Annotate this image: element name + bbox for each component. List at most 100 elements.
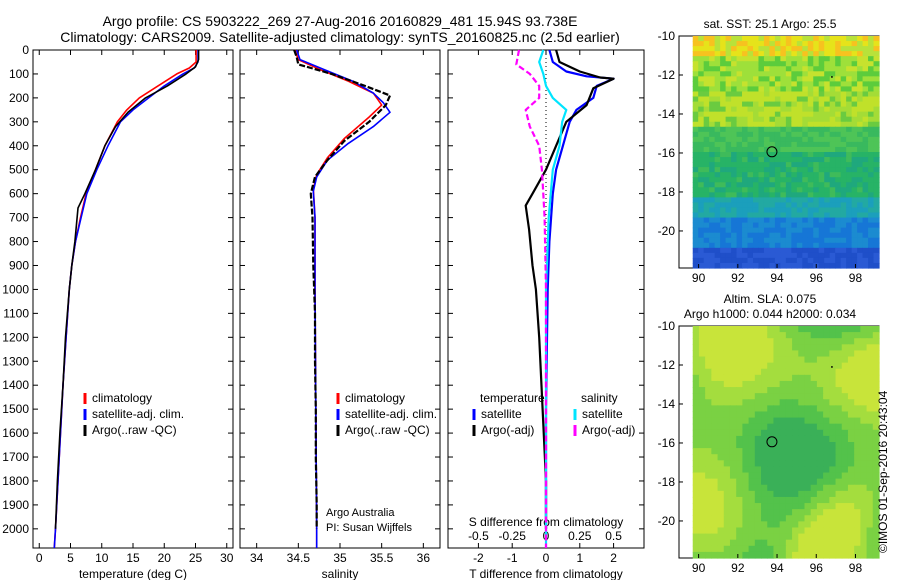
map-cell <box>742 393 750 400</box>
map-cell <box>792 454 799 461</box>
map-cell <box>709 51 716 57</box>
map-cell <box>791 252 798 259</box>
map-cell <box>866 387 874 394</box>
map-cell <box>742 81 749 88</box>
map-cell <box>763 96 771 103</box>
map-cell <box>862 182 869 188</box>
map-cell <box>816 435 824 443</box>
map-cell <box>698 91 705 98</box>
map-cell <box>824 227 831 234</box>
map-cell <box>835 111 842 118</box>
x-tick-label: 34 <box>250 551 264 565</box>
map-cell <box>835 121 842 128</box>
map-cell <box>835 212 842 219</box>
map-cell <box>767 509 775 516</box>
map-cell <box>785 61 792 67</box>
map-cell <box>829 484 837 492</box>
map-cell <box>851 91 858 98</box>
map-cell <box>779 344 787 352</box>
map-cell <box>823 496 830 504</box>
map-cell <box>854 539 861 547</box>
map-cell <box>731 46 738 52</box>
map-cell <box>847 429 855 437</box>
map-cell <box>846 131 853 138</box>
map-cell <box>818 192 825 198</box>
map-cell <box>773 405 781 413</box>
map-cell <box>742 545 750 553</box>
map-cell <box>796 96 803 103</box>
map-cell <box>857 101 864 108</box>
map-cell <box>798 338 806 345</box>
map-cell <box>798 423 806 431</box>
map-cell <box>868 197 875 204</box>
map-cell <box>857 187 864 193</box>
map-cell <box>742 237 749 244</box>
map-cell <box>835 417 843 425</box>
map-cell <box>829 242 836 249</box>
map-cell <box>692 435 700 443</box>
map-cell <box>824 152 831 158</box>
map-cell <box>773 429 781 437</box>
map-title: Argo h1000: 0.044 h2000: 0.034 <box>684 307 856 321</box>
map-cell <box>723 429 731 437</box>
map-cell <box>796 36 803 42</box>
map-cell <box>742 227 749 234</box>
map-cell <box>717 539 725 547</box>
map-cell <box>747 111 754 118</box>
map-cell <box>752 187 760 193</box>
map-cell <box>752 81 760 88</box>
map-cell <box>692 393 700 400</box>
map-cell <box>714 207 721 214</box>
map-cell <box>835 332 843 339</box>
map-cell <box>868 121 875 128</box>
map-cell <box>818 247 825 254</box>
map-cell <box>729 460 737 468</box>
map-cell <box>714 36 721 42</box>
map-cell <box>769 152 776 158</box>
map-cell <box>868 81 875 88</box>
map-cell <box>785 332 793 339</box>
map-cell <box>818 91 825 98</box>
map-cell <box>851 202 858 209</box>
map-cell <box>703 131 710 138</box>
map-cell <box>698 509 706 516</box>
map-cell <box>780 131 787 138</box>
map-cell <box>725 56 732 62</box>
map-cell <box>835 484 843 492</box>
map-cell <box>773 374 781 382</box>
map-cell <box>748 533 756 541</box>
x-tick-label: 36 <box>417 551 431 565</box>
map-cell <box>711 429 719 437</box>
map-cell <box>810 423 818 431</box>
map-cell <box>810 509 818 516</box>
map-cell <box>840 152 847 158</box>
map-cell <box>792 478 799 486</box>
map-cell <box>748 515 756 522</box>
map-cell <box>754 326 762 333</box>
map-cell <box>736 257 743 264</box>
map-cell <box>714 237 721 244</box>
map-cell <box>829 466 837 474</box>
map-cell <box>692 405 700 413</box>
map-cell <box>747 96 754 103</box>
map-cell <box>823 478 830 486</box>
map-cell <box>779 362 787 370</box>
map-cell <box>779 326 787 333</box>
map-cell <box>717 326 725 333</box>
map-cell <box>851 227 858 234</box>
map-cell <box>758 106 765 113</box>
map-cell <box>747 71 754 77</box>
map-cell <box>731 262 738 269</box>
map-cell <box>873 157 880 163</box>
map-cell <box>692 387 700 394</box>
map-cell <box>714 257 721 264</box>
map-cell <box>758 237 765 244</box>
map-cell <box>723 448 731 455</box>
map-cell <box>761 442 768 449</box>
map-cell <box>711 545 719 553</box>
map-cell <box>846 106 853 113</box>
map-cell <box>796 66 803 72</box>
map-cell <box>785 539 793 547</box>
map-cell <box>729 338 737 345</box>
map-cell <box>813 252 820 259</box>
